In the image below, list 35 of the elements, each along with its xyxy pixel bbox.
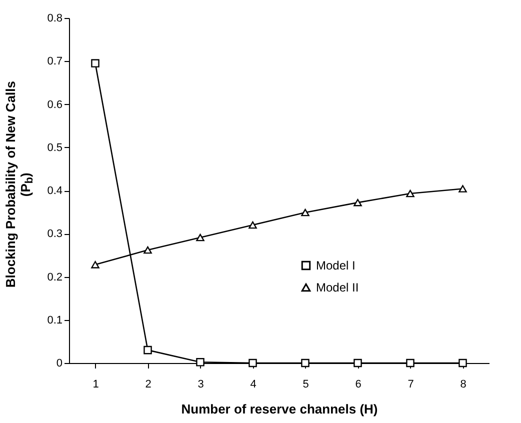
- y-tick-label: 0.6: [47, 98, 62, 111]
- x-tick-label: 5: [302, 378, 309, 390]
- y-tick-label: 0.2: [47, 271, 62, 284]
- y-tick-label: 0: [56, 358, 62, 370]
- y-tick-label: 0.8: [47, 12, 62, 24]
- point: [248, 358, 257, 368]
- y-tick-label: 0.1: [47, 314, 62, 326]
- x-tick-label: 1: [92, 378, 99, 390]
- y-tick-label: 0.7: [47, 56, 62, 68]
- y-tick-label: 0.4: [47, 185, 62, 197]
- x-tick-label: 4: [250, 378, 256, 390]
- point: [144, 246, 152, 254]
- legend-label: Model I: [316, 258, 356, 272]
- x-tick-label: 6: [355, 378, 362, 390]
- point: [354, 358, 362, 368]
- point: [91, 59, 100, 68]
- x-tick-label: 2: [145, 378, 152, 390]
- y-tick-label: 0.3: [47, 228, 62, 240]
- point: [196, 358, 204, 366]
- legend-label: Model II: [316, 280, 359, 294]
- x-tick-label: 8: [460, 378, 466, 390]
- x-tick-label: 3: [198, 378, 204, 390]
- point: [91, 261, 100, 268]
- point: [248, 221, 257, 229]
- point: [301, 358, 310, 368]
- point: [144, 346, 152, 354]
- x-axis-title: Number of reserve channels (H): [181, 402, 378, 416]
- x-tick-label: 7: [408, 378, 414, 390]
- point: [196, 234, 204, 242]
- point: [301, 208, 310, 216]
- point: [458, 185, 467, 192]
- point: [354, 198, 362, 206]
- point: [406, 190, 414, 198]
- y-tick-label: 0.5: [47, 142, 62, 154]
- point: [406, 358, 414, 368]
